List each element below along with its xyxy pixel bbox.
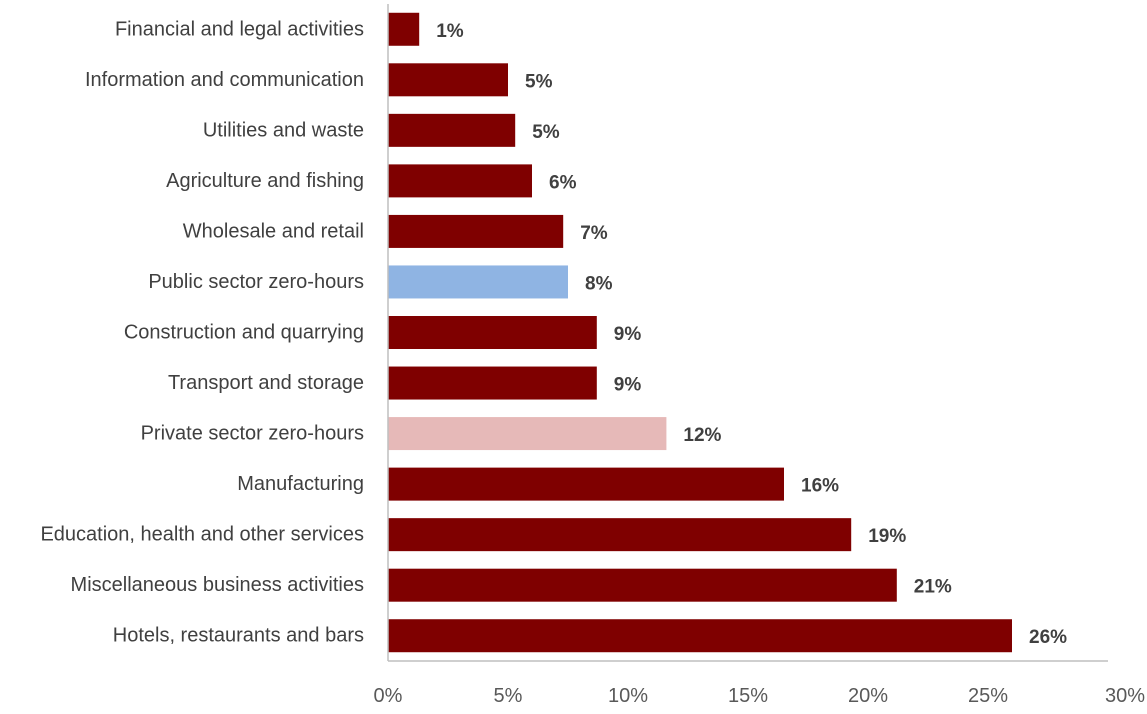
bar bbox=[388, 214, 564, 248]
value-label: 12% bbox=[683, 425, 721, 446]
x-tick-label: 20% bbox=[848, 685, 888, 707]
category-label: Private sector zero-hours bbox=[141, 423, 364, 445]
value-label: 21% bbox=[914, 577, 952, 598]
x-tick-label: 0% bbox=[374, 685, 403, 707]
category-label: Hotels, restaurants and bars bbox=[113, 625, 364, 647]
x-tick-label: 25% bbox=[968, 685, 1008, 707]
category-label: Miscellaneous business activities bbox=[71, 574, 364, 596]
value-label: 8% bbox=[585, 273, 613, 294]
value-label: 19% bbox=[868, 526, 906, 547]
category-label: Agriculture and fishing bbox=[166, 170, 364, 192]
bar bbox=[388, 12, 420, 46]
value-label: 16% bbox=[801, 476, 839, 497]
bar bbox=[388, 619, 1012, 653]
bar bbox=[388, 518, 852, 552]
value-label: 5% bbox=[532, 122, 560, 143]
bar bbox=[388, 113, 516, 147]
value-label: 5% bbox=[525, 71, 553, 92]
bar bbox=[388, 265, 568, 299]
bar bbox=[388, 63, 508, 97]
bar bbox=[388, 417, 667, 451]
x-tick-labels-group: 0% 5% 10% 15% 20% 25% 30% bbox=[374, 685, 1146, 707]
category-label: Manufacturing bbox=[237, 473, 364, 495]
category-label: Transport and storage bbox=[168, 372, 364, 394]
bar bbox=[388, 164, 532, 198]
category-label: Education, health and other services bbox=[40, 524, 364, 546]
value-label: 7% bbox=[580, 223, 608, 244]
bar bbox=[388, 366, 597, 400]
x-tick-label: 10% bbox=[608, 685, 648, 707]
category-labels-group: Financial and legal activities Informatio… bbox=[40, 18, 364, 646]
category-label: Utilities and waste bbox=[203, 119, 364, 141]
category-label: Information and communication bbox=[85, 69, 364, 91]
value-label: 9% bbox=[614, 375, 642, 396]
value-label: 6% bbox=[549, 172, 577, 193]
bars-group bbox=[388, 12, 1012, 653]
category-label: Wholesale and retail bbox=[183, 220, 364, 242]
value-labels-group: 1% 5% 5% 6% 7% 8% 9% 9% 12% 16% 19% 21% 26% bbox=[436, 21, 1067, 648]
value-label: 1% bbox=[436, 21, 464, 42]
bar bbox=[388, 568, 897, 602]
x-tick-label: 5% bbox=[494, 685, 523, 707]
category-label: Public sector zero-hours bbox=[148, 271, 364, 293]
category-label: Construction and quarrying bbox=[124, 322, 364, 344]
bar bbox=[388, 467, 784, 501]
x-tick-label: 30% bbox=[1105, 685, 1145, 707]
value-label: 26% bbox=[1029, 627, 1067, 648]
category-label: Financial and legal activities bbox=[115, 18, 364, 40]
bar bbox=[388, 316, 597, 349]
x-tick-label: 15% bbox=[728, 685, 768, 707]
value-label: 9% bbox=[614, 324, 642, 345]
